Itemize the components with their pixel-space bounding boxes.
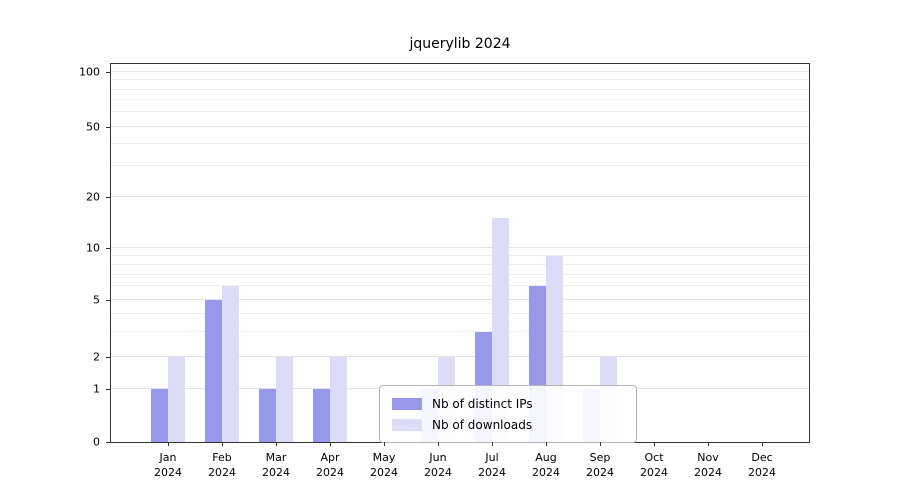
y-axis-tick-mark (106, 357, 110, 359)
gridline-minor (111, 312, 809, 314)
gridline-minor (111, 254, 809, 256)
gridline-major (111, 70, 809, 72)
y-axis-tick-label: 20 (86, 190, 100, 204)
bar-distinct-ips (259, 389, 276, 442)
y-axis-tick-mark (106, 442, 110, 443)
gridline-minor (111, 285, 809, 287)
y-axis-tick-label: 0 (93, 435, 100, 449)
x-axis-month-label: Nov 2024 (694, 451, 722, 480)
legend: Nb of distinct IPs Nb of downloads (379, 385, 637, 443)
x-axis-month-label: Aug 2024 (532, 451, 560, 480)
bar-downloads (276, 357, 293, 442)
x-axis-tick-mark (222, 442, 223, 446)
y-axis-tick-mark (106, 126, 110, 128)
gridline-minor (111, 165, 809, 167)
y-axis-tick-label: 1 (93, 382, 100, 396)
legend-label: Nb of distinct IPs (432, 396, 533, 411)
x-axis-month-label: Jul 2024 (478, 451, 506, 480)
bar-distinct-ips (151, 389, 168, 442)
x-axis-tick-mark (708, 442, 709, 446)
y-axis-tick-mark (106, 248, 110, 249)
bar-distinct-ips (205, 299, 222, 442)
bar-downloads (168, 357, 185, 442)
plot-area: Nb of distinct IPs Nb of downloads (110, 63, 810, 443)
gridline-major (111, 125, 809, 127)
x-axis-month-label: Feb 2024 (208, 451, 236, 480)
bar-downloads (222, 286, 239, 442)
y-axis-tick-label: 50 (86, 120, 100, 134)
gridline-major (111, 247, 809, 249)
x-axis-month-label: Jan 2024 (154, 451, 182, 480)
x-axis-month-label: Mar 2024 (262, 451, 290, 480)
gridline-minor (111, 99, 809, 101)
legend-swatch-downloads (392, 418, 422, 431)
gridline-minor (111, 330, 809, 332)
y-axis-tick-mark (106, 71, 110, 73)
gridline-minor (111, 263, 809, 265)
gridline-minor (111, 79, 809, 81)
x-axis-tick-mark (546, 442, 547, 446)
x-axis-month-label: Oct 2024 (640, 451, 668, 480)
y-axis-tick-label: 10 (86, 241, 100, 255)
y-axis-tick-mark (106, 299, 110, 301)
bar-distinct-ips (313, 389, 330, 442)
legend-entry: Nb of downloads (392, 414, 624, 435)
x-axis-tick-mark (438, 442, 439, 446)
x-axis-month-label: Dec 2024 (748, 451, 776, 480)
y-axis-tick-label: 2 (93, 350, 100, 364)
x-axis-tick-mark (330, 442, 331, 446)
gridline-major (111, 298, 809, 300)
bar-downloads (330, 357, 347, 442)
y-axis-tick-label: 5 (93, 293, 100, 307)
y-axis-tick-label: 100 (79, 65, 100, 79)
x-axis-tick-mark (384, 442, 385, 446)
gridline-minor (111, 88, 809, 90)
gridline-minor (111, 273, 809, 275)
legend-entry: Nb of distinct IPs (392, 393, 624, 414)
x-axis-month-label: Sep 2024 (586, 451, 614, 480)
gridline-major (111, 196, 809, 198)
chart-title: jquerylib 2024 (409, 36, 511, 52)
y-axis-tick-mark (106, 197, 110, 199)
gridline-minor (111, 142, 809, 144)
x-axis-month-label: Jun 2024 (424, 451, 452, 480)
x-axis-tick-mark (276, 442, 277, 446)
x-axis-month-label: Apr 2024 (316, 451, 344, 480)
x-axis-tick-mark (168, 442, 169, 446)
legend-label: Nb of downloads (432, 417, 533, 432)
x-axis-tick-mark (600, 442, 601, 446)
legend-swatch-distinct-ips (392, 397, 422, 410)
x-axis-tick-mark (654, 442, 655, 446)
x-axis-tick-mark (492, 442, 493, 446)
y-axis-tick-mark (106, 389, 110, 391)
x-axis-month-label: May 2024 (370, 451, 398, 480)
gridline-major (111, 356, 809, 358)
gridline-minor (111, 111, 809, 113)
x-axis-tick-mark (762, 442, 763, 446)
